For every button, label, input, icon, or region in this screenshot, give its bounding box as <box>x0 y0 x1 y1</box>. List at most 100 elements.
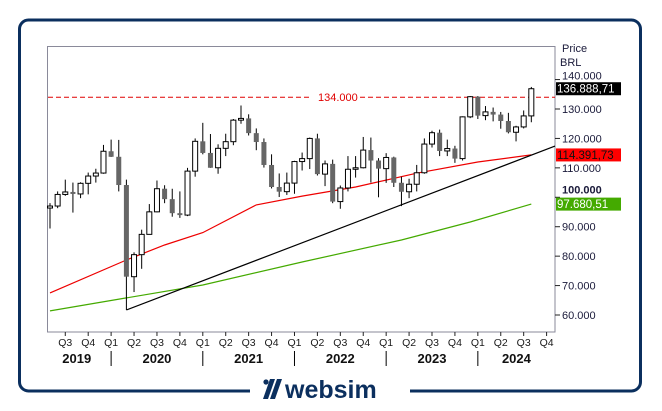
candle-body <box>291 161 298 184</box>
quarter-label: Q3 <box>150 337 164 349</box>
candle-body <box>314 138 320 175</box>
candle-body <box>162 188 168 200</box>
quarter-label: Q3 <box>333 337 347 349</box>
candle-body <box>116 156 122 186</box>
candle-body <box>238 117 244 121</box>
logo-gap <box>250 380 410 400</box>
quarter-label: Q4 <box>81 337 95 349</box>
quarter-label: Q2 <box>127 337 141 349</box>
quarter-label: Q2 <box>310 337 324 349</box>
candle-body <box>330 163 336 202</box>
candle-body <box>505 120 511 133</box>
quarter-label: Q2 <box>402 337 416 349</box>
y-tick-label: 60.000 <box>562 310 596 322</box>
candle-body <box>429 132 435 145</box>
quarter-label: Q3 <box>58 337 72 349</box>
plot-area <box>47 46 556 333</box>
candle-body <box>490 111 496 115</box>
websim-logo: websim <box>263 376 377 404</box>
quarter-label: Q3 <box>425 337 439 349</box>
candle-body <box>138 233 145 256</box>
year-label: 2022 <box>326 351 355 366</box>
websim-logo-icon <box>263 379 282 399</box>
candle-body <box>528 88 535 117</box>
quarter-label: Q4 <box>173 337 187 349</box>
candle-body <box>200 141 206 153</box>
y-tick-label: 80.000 <box>562 251 596 263</box>
quarter-label: Q4 <box>356 337 370 349</box>
candle-body <box>207 152 213 168</box>
candle-body <box>337 187 344 203</box>
red-ma-badge: 114.391,73 <box>557 150 614 162</box>
candle-body <box>54 193 61 207</box>
candle-body <box>131 254 138 278</box>
candle-body <box>482 111 489 117</box>
candle-body <box>475 96 481 116</box>
candle-body <box>47 205 53 209</box>
logo-text: websim <box>284 376 377 404</box>
candle-body <box>352 167 359 170</box>
year-label: 2019 <box>62 351 91 366</box>
quarter-label: Q4 <box>448 337 462 349</box>
candle-body <box>398 182 404 192</box>
candle-body <box>253 133 259 143</box>
candle-body <box>230 119 237 143</box>
candle-body <box>413 172 420 185</box>
quarter-label: Q2 <box>219 337 233 349</box>
year-label: 2023 <box>418 351 447 366</box>
candle-body <box>108 151 114 157</box>
candle-body <box>184 170 191 216</box>
candle-body <box>322 163 329 175</box>
candle-body <box>437 132 443 151</box>
candle-body <box>146 211 153 235</box>
reference-line-label: 134.000 <box>318 92 358 104</box>
reference-label-bg <box>312 91 358 104</box>
candle-body <box>368 150 374 161</box>
candle-body <box>261 142 267 165</box>
candle-body <box>299 158 306 163</box>
candle-body <box>520 115 527 128</box>
candle-body <box>513 126 520 133</box>
y-tick-label: 70.000 <box>562 281 596 293</box>
candle-body <box>467 96 474 118</box>
year-label: 2020 <box>142 351 171 366</box>
candle-body <box>222 141 229 149</box>
green-ma-badge-bg <box>556 197 621 211</box>
year-label: 2021 <box>234 351 263 366</box>
support-trendline <box>126 145 556 311</box>
candle-body <box>92 172 99 177</box>
chart-frame <box>18 18 642 400</box>
candle-body <box>276 186 282 192</box>
quarter-label: Q4 <box>265 337 279 349</box>
candle-body <box>452 148 458 159</box>
candle-body <box>344 168 351 189</box>
candle-body <box>376 160 382 169</box>
y-tick-label: 130.000 <box>562 104 602 116</box>
quarter-label: Q1 <box>379 337 393 349</box>
year-label: 2024 <box>502 351 532 366</box>
quarter-label: Q3 <box>517 337 531 349</box>
quarter-label: Q1 <box>471 337 485 349</box>
candle-body <box>498 114 504 121</box>
moving-average-red <box>49 154 532 294</box>
candle-body <box>62 191 69 195</box>
last-price-badge-bg <box>556 82 621 96</box>
candle-body <box>177 213 183 216</box>
candle-body <box>391 157 397 183</box>
candle-body <box>269 164 275 187</box>
candle-body <box>360 149 367 169</box>
candle-body <box>406 183 413 193</box>
quarter-label: Q4 <box>540 337 554 349</box>
candle-body <box>85 175 92 184</box>
last-price-badge: 136.888,71 <box>557 84 615 96</box>
quarter-label: Q3 <box>242 337 256 349</box>
quarter-label: Q2 <box>494 337 508 349</box>
green-ma-badge: 97.680,51 <box>557 199 608 211</box>
y-tick-label: 110.000 <box>562 163 601 175</box>
candle-body <box>444 148 451 152</box>
candle-body <box>459 116 466 160</box>
y-tick-label: 120.000 <box>562 133 602 145</box>
price-axis-title: Price <box>562 43 587 55</box>
candle-body <box>153 188 160 213</box>
